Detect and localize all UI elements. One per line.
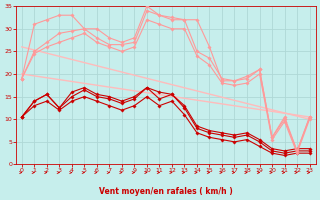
X-axis label: Vent moyen/en rafales ( km/h ): Vent moyen/en rafales ( km/h ) [99, 187, 233, 196]
